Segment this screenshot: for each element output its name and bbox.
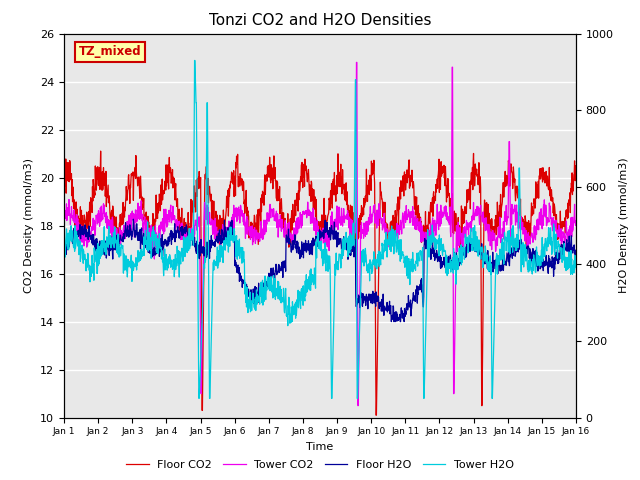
Tower H2O: [512, 245, 520, 251]
Floor CO2: [372, 412, 380, 418]
Floor H2O: [162, 237, 170, 243]
Tower CO2: [467, 219, 474, 225]
Line: Floor H2O: Floor H2O: [64, 219, 576, 322]
Floor H2O: [129, 216, 137, 222]
X-axis label: Time: Time: [307, 442, 333, 452]
Tower CO2: [161, 219, 169, 225]
Tower H2O: [191, 58, 198, 63]
Tower CO2: [400, 225, 408, 231]
Floor CO2: [400, 193, 408, 199]
Floor H2O: [232, 261, 239, 266]
Line: Tower CO2: Tower CO2: [64, 62, 576, 406]
Floor CO2: [572, 178, 580, 183]
Tower H2O: [572, 263, 580, 268]
Floor CO2: [467, 178, 474, 183]
Text: TZ_mixed: TZ_mixed: [79, 45, 141, 58]
Title: Tonzi CO2 and H2O Densities: Tonzi CO2 and H2O Densities: [209, 13, 431, 28]
Floor H2O: [467, 241, 474, 247]
Floor H2O: [572, 248, 580, 253]
Floor CO2: [60, 181, 68, 187]
Tower CO2: [353, 60, 360, 65]
Floor CO2: [97, 148, 104, 154]
Floor H2O: [512, 248, 520, 253]
Floor H2O: [387, 319, 395, 324]
Floor CO2: [232, 192, 239, 198]
Tower CO2: [60, 224, 68, 229]
Tower H2O: [195, 396, 203, 401]
Tower H2O: [232, 253, 240, 259]
Tower H2O: [60, 252, 68, 258]
Tower H2O: [174, 260, 182, 265]
Legend: Floor CO2, Tower CO2, Floor H2O, Tower H2O: Floor CO2, Tower CO2, Floor H2O, Tower H…: [122, 456, 518, 474]
Floor CO2: [512, 190, 520, 195]
Tower CO2: [174, 225, 182, 230]
Floor CO2: [174, 216, 182, 222]
Tower H2O: [400, 253, 408, 259]
Tower CO2: [231, 206, 239, 212]
Tower CO2: [572, 221, 580, 227]
Floor H2O: [174, 230, 182, 236]
Tower CO2: [354, 403, 362, 408]
Floor CO2: [162, 187, 170, 193]
Y-axis label: H2O Density (mmol/m3): H2O Density (mmol/m3): [620, 158, 629, 293]
Line: Floor CO2: Floor CO2: [64, 151, 576, 415]
Floor H2O: [400, 316, 408, 322]
Floor H2O: [60, 240, 68, 246]
Tower H2O: [161, 254, 169, 260]
Tower CO2: [512, 217, 520, 223]
Line: Tower H2O: Tower H2O: [64, 60, 576, 398]
Y-axis label: CO2 Density (mmol/m3): CO2 Density (mmol/m3): [24, 158, 35, 293]
Tower H2O: [467, 226, 474, 231]
